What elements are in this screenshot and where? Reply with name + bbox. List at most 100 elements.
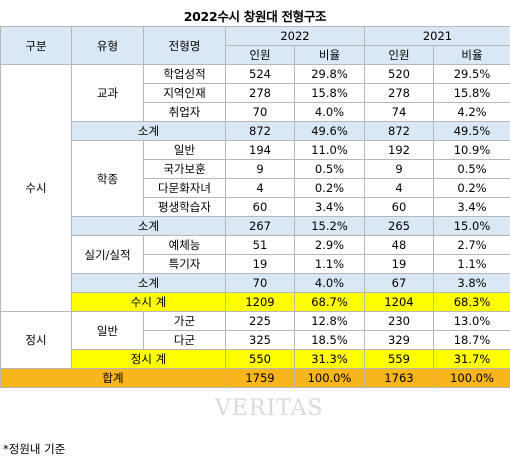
count-2021: 9	[364, 159, 434, 179]
group-jeongsi: 정시	[0, 311, 72, 369]
header-count-2021: 인원	[364, 45, 434, 65]
ratio-2021: 100.0%	[433, 368, 510, 388]
count-2022: 9	[225, 159, 295, 179]
ratio-2021: 4.2%	[433, 102, 510, 122]
ratio-2021: 29.5%	[433, 64, 510, 84]
count-2022: 70	[225, 273, 295, 293]
ratio-2022: 0.5%	[294, 159, 365, 179]
admission-name: 지역인재	[143, 83, 226, 103]
count-2022: 1759	[225, 368, 295, 388]
ratio-2022: 1.1%	[294, 254, 365, 274]
header-row-2: 인원 비율 인원 비율	[1, 45, 510, 65]
count-2021: 192	[364, 140, 434, 160]
ratio-2021: 10.9%	[433, 140, 510, 160]
admission-structure-table: 구분 유형 전형명 2022 2021 인원 비율 인원 비율 수시 교과 학업…	[0, 26, 510, 388]
table-row: 학종 일반 194 11.0% 192 10.9%	[1, 140, 510, 217]
ratio-2022: 49.6%	[294, 121, 365, 141]
table-row: 실기/실적 예체능 51 2.9% 48 2.7%	[1, 235, 510, 274]
count-2021: 559	[364, 349, 434, 369]
count-2021: 520	[364, 64, 434, 84]
count-2021: 19	[364, 254, 434, 274]
grand-total-row: 합계 1759 100.0% 1763 100.0%	[0, 368, 510, 388]
admission-name: 예체능	[143, 235, 226, 255]
total-row-jeongsi: 정시 계 550 31.3% 559 31.7%	[1, 349, 510, 369]
count-2022: 872	[225, 121, 295, 141]
header-type: 유형	[71, 26, 144, 65]
ratio-2021: 15.0%	[433, 216, 510, 236]
admission-name: 가군	[143, 311, 226, 331]
ratio-2021: 31.7%	[433, 349, 510, 369]
ratio-2022: 11.0%	[294, 140, 365, 160]
table-row: 정시 일반 가군 225 12.8% 230 13.0%	[0, 311, 510, 369]
subtotal-row: 소계 267 15.2% 265 15.0%	[1, 216, 510, 236]
ratio-2022: 4.0%	[294, 102, 365, 122]
admission-name: 일반	[143, 140, 226, 160]
count-2022: 194	[225, 140, 295, 160]
total-label: 정시 계	[71, 349, 226, 369]
count-2022: 70	[225, 102, 295, 122]
ratio-2021: 18.7%	[433, 330, 510, 350]
table-row: 수시 교과 학업성적 524 29.8% 520 29.5%	[0, 64, 510, 312]
header-year-2022: 2022	[225, 26, 365, 46]
ratio-2021: 13.0%	[433, 311, 510, 331]
count-2022: 19	[225, 254, 295, 274]
count-2021: 872	[364, 121, 434, 141]
total-row-susi: 수시 계 1209 68.7% 1204 68.3%	[1, 292, 510, 312]
count-2021: 60	[364, 197, 434, 217]
ratio-2022: 2.9%	[294, 235, 365, 255]
subtotal-label: 소계	[71, 216, 226, 236]
subtotal-label: 소계	[71, 273, 226, 293]
ratio-2021: 3.8%	[433, 273, 510, 293]
total-label: 수시 계	[71, 292, 226, 312]
count-2021: 265	[364, 216, 434, 236]
admission-name: 학업성적	[143, 64, 226, 84]
watermark: VERITAS	[215, 396, 324, 421]
admission-name: 다군	[143, 330, 226, 350]
header-ratio-2022: 비율	[294, 45, 365, 65]
count-2022: 325	[225, 330, 295, 350]
admission-name: 다문화자녀	[143, 178, 226, 198]
subtotal-row: 소계 70 4.0% 67 3.8%	[1, 273, 510, 293]
grand-total-label: 합계	[0, 368, 226, 388]
count-2021: 67	[364, 273, 434, 293]
table-row: 취업자 70 4.0% 74 4.2%	[1, 102, 510, 122]
ratio-2022: 3.4%	[294, 197, 365, 217]
admission-name: 취업자	[143, 102, 226, 122]
count-2021: 230	[364, 311, 434, 331]
group-ilban: 일반	[71, 311, 144, 350]
ratio-2022: 29.8%	[294, 64, 365, 84]
count-2021: 1204	[364, 292, 434, 312]
table-row: 다군 325 18.5% 329 18.7%	[1, 330, 510, 350]
count-2022: 1209	[225, 292, 295, 312]
ratio-2022: 15.2%	[294, 216, 365, 236]
ratio-2022: 100.0%	[294, 368, 365, 388]
ratio-2022: 68.7%	[294, 292, 365, 312]
ratio-2021: 3.4%	[433, 197, 510, 217]
header-admission: 전형명	[143, 26, 226, 65]
ratio-2022: 15.8%	[294, 83, 365, 103]
table-title: 2022수시 창원대 전형구조	[183, 9, 327, 24]
ratio-2021: 0.5%	[433, 159, 510, 179]
ratio-2022: 4.0%	[294, 273, 365, 293]
ratio-2021: 1.1%	[433, 254, 510, 274]
footnote: *정원내 기준	[3, 442, 66, 456]
group-hakjong: 학종	[71, 140, 144, 217]
count-2022: 267	[225, 216, 295, 236]
ratio-2022: 12.8%	[294, 311, 365, 331]
table-row: 국가보훈 9 0.5% 9 0.5%	[1, 159, 510, 179]
count-2022: 4	[225, 178, 295, 198]
count-2021: 74	[364, 102, 434, 122]
count-2022: 225	[225, 311, 295, 331]
ratio-2022: 18.5%	[294, 330, 365, 350]
subtotal-label: 소계	[71, 121, 226, 141]
header-ratio-2021: 비율	[433, 45, 510, 65]
header-category: 구분	[0, 26, 72, 65]
header-year-2021: 2021	[364, 26, 510, 46]
count-2022: 278	[225, 83, 295, 103]
group-silgi: 실기/실적	[71, 235, 144, 274]
ratio-2021: 49.5%	[433, 121, 510, 141]
count-2021: 1763	[364, 368, 434, 388]
count-2022: 524	[225, 64, 295, 84]
count-2021: 329	[364, 330, 434, 350]
count-2021: 278	[364, 83, 434, 103]
